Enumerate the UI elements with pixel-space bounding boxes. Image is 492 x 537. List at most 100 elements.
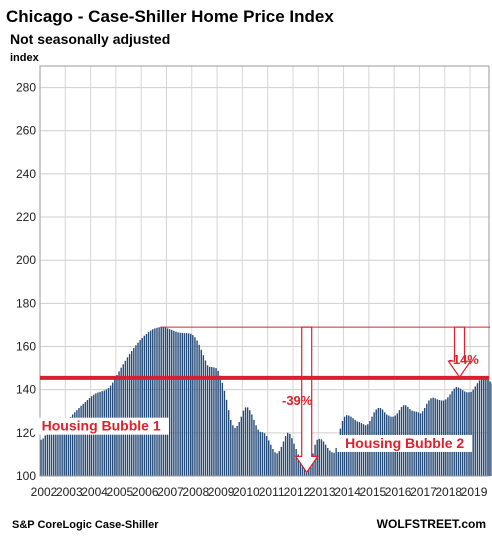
bar [244,407,247,476]
bar [227,410,230,476]
bar [173,330,175,476]
annotation-bg-1 [336,434,473,452]
bar [126,357,129,476]
bar [152,329,154,476]
bar [74,412,76,476]
y-axis-label: index [10,52,40,64]
bar [78,408,80,476]
bar [61,424,63,476]
bar [143,335,146,476]
bar [238,422,240,476]
bar [329,450,331,476]
bar [284,436,287,476]
bar [183,333,186,476]
x-tick-2018: 2018 [435,485,462,499]
bar-series [40,327,492,476]
bar [181,332,183,476]
bar [457,387,460,476]
bar [192,335,194,476]
bar [318,438,321,476]
bar [211,367,213,476]
bar [59,424,61,476]
bar [308,465,310,476]
plot-frame [39,65,490,477]
chart-subtitle: Not seasonally adjusted [10,31,170,47]
bar [261,432,264,476]
y-tick-labels: 100 120 140 160 180 200 220 240 260 280 [16,81,36,483]
bar [130,351,133,476]
x-tick-2019: 2019 [461,485,488,499]
bar [82,403,84,476]
bar [263,433,266,476]
bar [133,348,135,476]
bar [158,327,160,476]
bar [253,419,255,476]
bar [88,398,91,476]
bar [168,329,171,476]
bar [50,426,53,476]
bar [293,443,295,476]
bar [255,425,257,476]
bar [249,410,251,476]
bar [215,368,217,476]
bar [162,327,165,476]
bar [76,410,78,476]
annotation-1: Housing Bubble 2 [345,435,464,451]
bar [327,447,329,476]
bar [468,392,470,476]
bar [480,378,483,476]
bar [156,327,158,476]
x-tick-2010: 2010 [233,485,260,499]
bar [204,360,207,476]
bar [200,349,202,476]
bar [71,414,74,476]
bar [268,440,270,476]
bar [472,389,474,476]
bar [217,370,219,476]
x-tick-2013: 2013 [309,485,336,499]
bar [206,365,209,476]
x-tick-2016: 2016 [385,485,412,499]
bar [42,438,44,476]
bar [139,340,141,476]
bar [55,424,57,476]
bar [67,419,70,476]
bar [154,328,156,476]
bar [86,400,89,476]
bar [291,438,293,476]
x-tick-2007: 2007 [157,485,184,499]
bar [333,452,335,476]
bar [46,431,49,476]
bar [265,436,268,476]
bar [230,419,232,476]
bar [177,332,179,476]
bar [240,416,243,476]
bar [44,435,46,476]
bar [213,367,215,476]
bar [335,447,337,476]
y-tick-200: 200 [16,253,36,267]
bar [474,386,476,476]
bar [179,332,181,476]
bar [160,327,162,476]
y-tick-100: 100 [16,469,36,483]
bar [190,333,192,476]
bar [461,390,464,476]
bar [225,399,228,476]
y-tick-260: 260 [16,124,36,138]
bar [164,327,167,476]
bar [223,390,226,476]
bar [232,425,234,476]
bar [171,329,173,476]
bar [135,345,137,476]
bar [470,391,472,476]
bar [137,342,139,476]
bar [242,410,245,476]
y-tick-160: 160 [16,340,36,354]
bar [69,416,72,476]
bar [185,333,188,476]
x-tick-2004: 2004 [81,485,108,499]
x-tick-2008: 2008 [182,485,209,499]
